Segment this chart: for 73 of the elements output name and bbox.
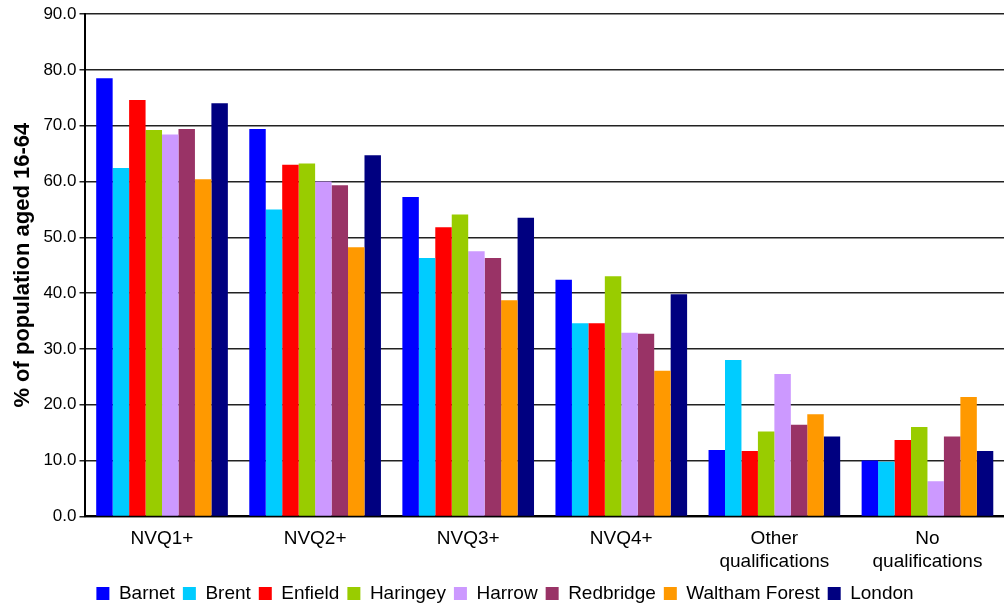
y-tick-label: 90.0 — [43, 3, 77, 23]
legend-label: Barnet — [118, 581, 176, 603]
x-tick-label: NVQ2+ — [283, 527, 347, 549]
legend-label: Haringey — [369, 581, 447, 603]
bar — [943, 436, 961, 516]
bar — [331, 185, 349, 516]
y-tick-label: 40.0 — [43, 282, 77, 302]
bar — [96, 78, 113, 516]
bar — [517, 217, 535, 516]
bar — [654, 370, 671, 516]
bar — [129, 99, 146, 516]
bar — [435, 227, 452, 516]
bar — [418, 257, 436, 516]
y-tick-label: 0.0 — [52, 506, 77, 526]
bar — [588, 323, 605, 516]
bar — [162, 134, 179, 516]
bar — [451, 214, 469, 516]
legend-label: Redbridge — [568, 581, 656, 603]
bar — [265, 209, 283, 516]
bar — [927, 481, 944, 516]
y-tick-label: 50.0 — [43, 226, 77, 246]
bar — [571, 323, 589, 516]
y-axis-title: % of population aged 16-64 — [9, 122, 35, 408]
bar — [402, 197, 419, 516]
bar — [911, 427, 928, 516]
bar — [282, 164, 299, 516]
bar — [708, 449, 725, 516]
legend-label: London — [850, 581, 914, 603]
bar — [315, 181, 332, 516]
bar — [757, 431, 775, 516]
legend-label: Enfield — [281, 581, 340, 603]
bar — [348, 247, 365, 516]
x-tick-label: No qualifications — [872, 527, 983, 571]
bar — [178, 128, 195, 516]
bar — [790, 424, 808, 516]
x-tick-label: Other qualifications — [719, 527, 830, 571]
bar — [501, 300, 518, 516]
legend-label: Brent — [205, 581, 252, 603]
bar — [194, 179, 212, 516]
bar — [960, 396, 977, 516]
bar — [145, 130, 163, 516]
y-tick-label: 80.0 — [43, 59, 77, 79]
x-tick-label: NVQ4+ — [589, 527, 653, 549]
bar — [670, 294, 688, 516]
bar — [621, 332, 638, 516]
legend-label: Harrow — [476, 581, 538, 603]
bar — [484, 257, 502, 516]
bar — [823, 436, 841, 516]
bar — [555, 279, 572, 516]
y-tick-label: 10.0 — [43, 450, 77, 470]
bar — [976, 451, 994, 516]
bar — [298, 163, 316, 516]
bar — [807, 414, 824, 516]
bar — [774, 374, 791, 516]
y-tick-label: 20.0 — [43, 394, 77, 414]
bar — [741, 451, 758, 516]
legend-label: Waltham Forest — [686, 581, 821, 603]
y-tick-label: 30.0 — [43, 338, 77, 358]
bar — [604, 276, 622, 516]
bar — [211, 103, 228, 516]
bar — [364, 155, 381, 516]
x-tick-label: NVQ1+ — [130, 527, 194, 549]
y-tick-label: 60.0 — [43, 171, 77, 191]
bar — [861, 460, 879, 516]
bar — [725, 360, 742, 516]
bar — [468, 251, 485, 516]
bar — [249, 128, 266, 516]
bar — [112, 168, 130, 516]
bar — [637, 333, 655, 516]
bar — [894, 439, 911, 516]
x-tick-label: NVQ3+ — [436, 527, 500, 549]
bar — [878, 461, 895, 516]
y-tick-label: 70.0 — [43, 115, 77, 135]
